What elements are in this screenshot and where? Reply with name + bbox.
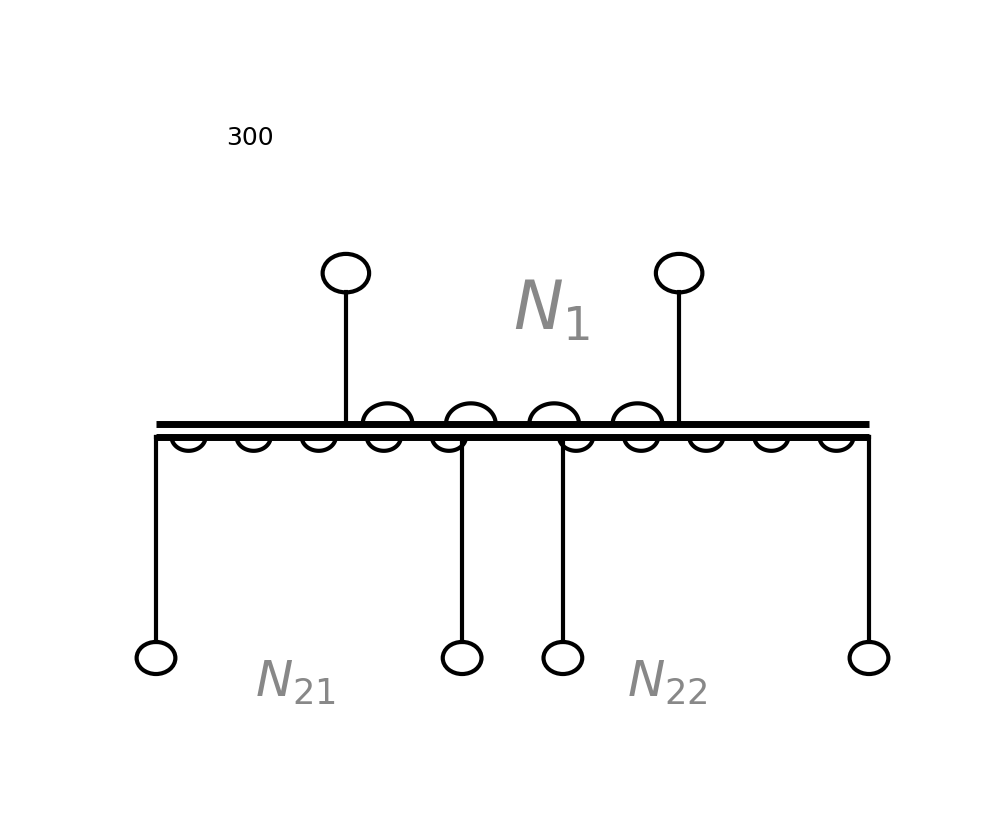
Text: $N_{22}$: $N_{22}$ — [627, 659, 708, 708]
Text: 300: 300 — [226, 126, 273, 150]
Text: $N_{21}$: $N_{21}$ — [255, 659, 336, 708]
Text: $N_1$: $N_1$ — [513, 279, 590, 344]
